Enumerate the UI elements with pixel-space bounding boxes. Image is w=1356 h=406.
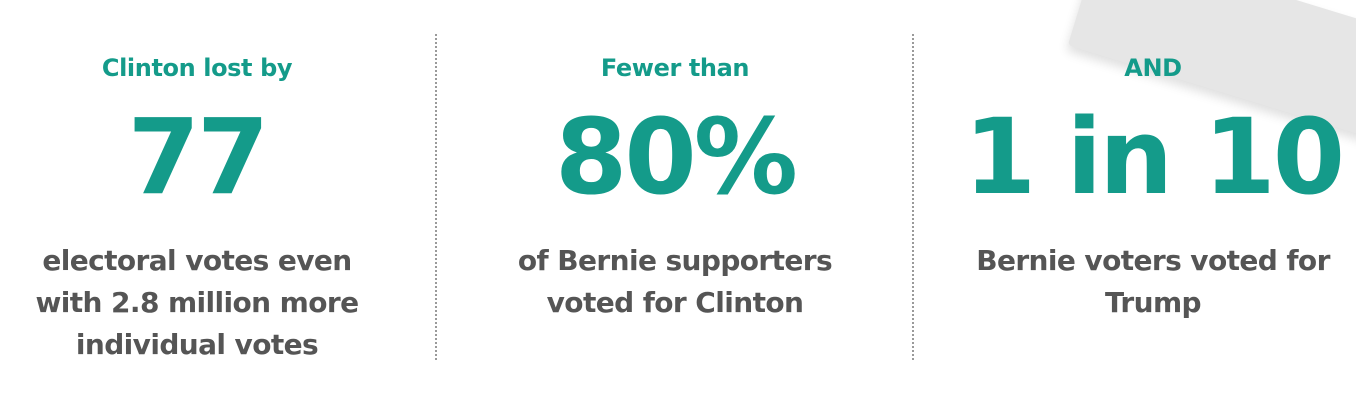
stat-label: Clinton lost by — [101, 54, 293, 82]
stat-description: of Bernie supporters voted for Clinton — [437, 240, 913, 324]
dotted-divider — [912, 34, 914, 360]
stat-description-line: Bernie voters voted for — [976, 244, 1330, 277]
dotted-divider — [435, 34, 437, 360]
stat-description-line: voted for Clinton — [546, 286, 804, 319]
stat-label: Fewer than — [600, 54, 750, 82]
stat-description-line: of Bernie supporters — [517, 244, 833, 277]
stat-bernie-trump-voters: AND 1 in 10 Bernie voters voted for Trum… — [914, 0, 1356, 406]
stat-description-line: with 2.8 million more — [35, 286, 360, 319]
stat-bernie-supporters: Fewer than 80% of Bernie supporters vote… — [437, 0, 913, 406]
stat-label: AND — [1124, 54, 1182, 82]
stat-number: 80% — [555, 96, 798, 218]
stat-number: 1 in 10 — [963, 96, 1345, 218]
stat-description: Bernie voters voted for Trump — [950, 240, 1356, 324]
stat-description-line: Trump — [1105, 286, 1202, 319]
stat-number: 77 — [127, 96, 270, 218]
stat-description-line: electoral votes even — [42, 244, 352, 277]
stat-description-line: individual votes — [75, 328, 319, 361]
stat-description: electoral votes even with 2.8 million mo… — [0, 240, 436, 366]
stat-electoral-votes: Clinton lost by 77 electoral votes even … — [0, 0, 436, 406]
